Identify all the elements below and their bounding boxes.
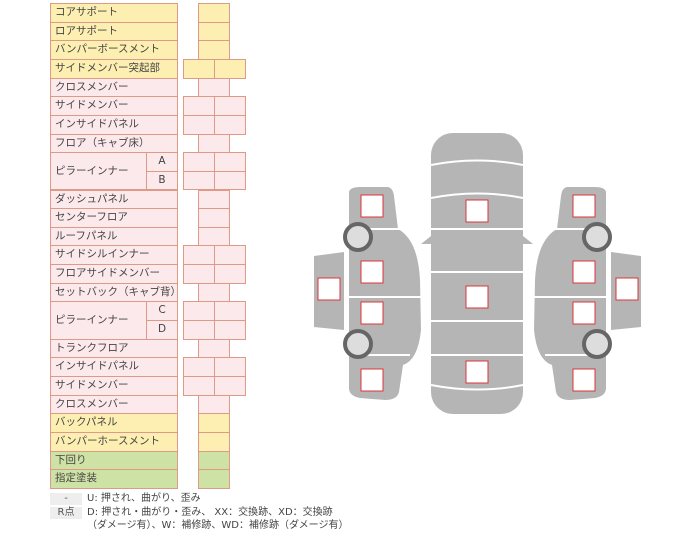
row-label: フロア（キャブ床） <box>50 133 178 154</box>
check-box-right[interactable] <box>214 376 246 396</box>
check-box-right[interactable] <box>214 114 246 135</box>
row-label: サイドメンバー <box>50 96 178 116</box>
legend-key-dash: - <box>50 493 82 505</box>
row-label: ピラーインナー <box>50 152 147 191</box>
wheel-icon <box>343 222 373 252</box>
row-label: サイドメンバー突起部 <box>50 58 178 79</box>
row-label: センターフロア <box>50 208 178 228</box>
mark-roof-center[interactable] <box>465 285 489 309</box>
check-box-right[interactable] <box>214 58 246 79</box>
row-label: フロアサイドメンバー <box>50 264 178 284</box>
mark-right-front-door[interactable] <box>572 260 596 284</box>
check-box[interactable] <box>198 469 230 489</box>
wheel-icon <box>582 222 612 252</box>
mark-roof-rear[interactable] <box>465 360 489 384</box>
mark-right-rear-fender[interactable] <box>572 368 596 392</box>
mark-left-front-door[interactable] <box>360 260 384 284</box>
mark-right-bumper[interactable] <box>615 277 639 301</box>
row-label: バンパーボースメント <box>50 40 178 60</box>
row-sublabel: C <box>146 301 178 322</box>
center-panel-lines <box>421 159 533 391</box>
mark-left-front-fender[interactable] <box>360 194 384 218</box>
row-label: クロスメンバー <box>50 77 178 98</box>
row-sublabel: A <box>146 152 178 172</box>
row-label: ピラーインナー <box>50 301 147 340</box>
check-box-right[interactable] <box>214 320 246 340</box>
check-box-right[interactable] <box>214 170 246 191</box>
check-box-right[interactable] <box>214 264 246 284</box>
damage-marks <box>317 194 639 392</box>
legend-key-r: R点 <box>50 507 82 519</box>
legend-text-d: D: 押され・曲がり・歪み、 XX：交換跡、XD：交換跡 <box>87 507 333 518</box>
wheel-icon <box>582 329 612 359</box>
row-label: インサイドパネル <box>50 114 178 135</box>
mark-left-bumper[interactable] <box>317 277 341 301</box>
mark-right-rear-door[interactable] <box>572 301 596 325</box>
row-label: クロスメンバー <box>50 394 178 415</box>
wheels <box>343 222 612 359</box>
row-label: バックパネル <box>50 413 178 433</box>
row-label: 指定塗装 <box>50 469 178 489</box>
mark-roof-front[interactable] <box>465 199 489 223</box>
legend-text-u: U: 押され、曲がり、歪み <box>87 493 201 504</box>
mark-left-rear-door[interactable] <box>360 301 384 325</box>
car-center-body <box>421 133 533 414</box>
mark-right-front-fender[interactable] <box>572 194 596 218</box>
row-label: バンパーホースメント <box>50 431 178 452</box>
row-label: サイドシルインナー <box>50 245 178 266</box>
mark-left-rear-fender[interactable] <box>360 368 384 392</box>
wheel-icon <box>343 329 373 359</box>
legend-text-d-cont: （ダメージ有）、W：補修跡、WD：補修跡（ダメージ有） <box>87 520 349 531</box>
